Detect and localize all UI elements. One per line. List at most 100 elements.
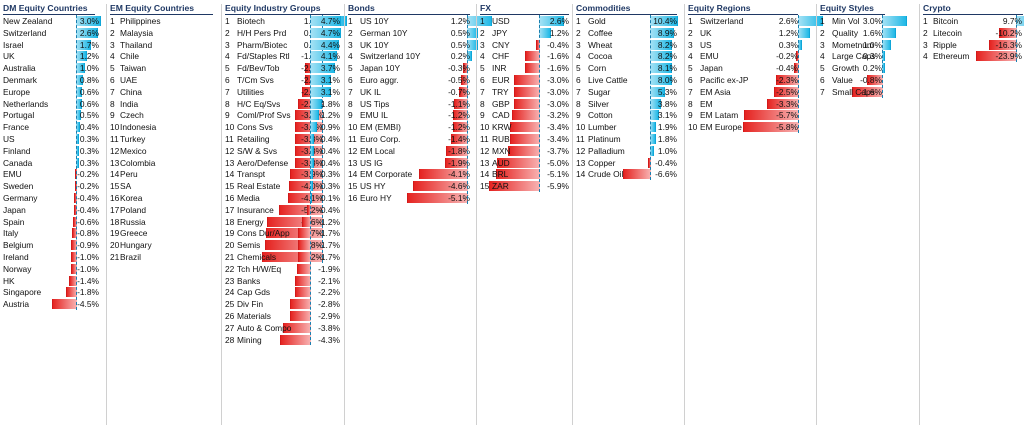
row-value: -1.4%	[77, 275, 99, 286]
row-value: 3.1%	[320, 86, 340, 97]
rank-number: 6	[480, 75, 485, 85]
row-label: Cotton	[588, 110, 613, 121]
value-bar	[407, 193, 468, 203]
value-bar	[71, 228, 77, 239]
data-row: 15 Real Estate 0.3%	[225, 180, 340, 192]
data-row: Denmark 0.8%	[3, 74, 99, 86]
row-value: -5.2%	[301, 204, 323, 215]
row-value: 4.7%	[320, 16, 340, 26]
panel-title: Equity Industry Groups	[225, 3, 321, 13]
rank-number: 10	[688, 122, 698, 133]
row-label: Auto & Compo	[237, 322, 292, 333]
data-row: Europe 0.6%	[3, 86, 99, 98]
row-label: Spain	[3, 216, 25, 227]
value-bar	[489, 181, 540, 192]
value-bar	[76, 27, 98, 38]
value-bar	[650, 86, 665, 97]
row-label: Fd/Bev/Tob	[237, 63, 280, 74]
rank-number: 3	[923, 39, 928, 50]
value-bar	[76, 98, 82, 109]
rank-number: 12	[110, 145, 120, 156]
rank-number: 15	[110, 181, 120, 192]
value-bar	[295, 275, 311, 286]
rank-number: 3	[225, 39, 230, 50]
rank-number: 8	[480, 98, 485, 109]
data-row: 4 Fd/Staples Rtl 4.1%	[225, 50, 340, 62]
row-value: 8.2%	[657, 39, 677, 50]
value-bar	[278, 204, 323, 215]
panel-title: DM Equity Countries	[3, 3, 88, 13]
data-row: HK -1.4%	[3, 275, 99, 287]
row-label: Palladium	[588, 145, 625, 156]
value-bar	[76, 134, 80, 144]
value-bar	[310, 145, 314, 156]
data-row: 25 Div Fin -2.8%	[225, 298, 340, 310]
value-bar	[513, 86, 540, 97]
data-row: US 0.3%	[3, 133, 99, 145]
row-label: Switzerland 10Y	[360, 51, 421, 62]
data-row: 2 Quality 1.6%	[820, 27, 896, 39]
value-bar	[650, 27, 675, 38]
row-label: Aero/Defense	[237, 157, 289, 168]
value-bar	[539, 27, 552, 38]
value-bar	[454, 98, 468, 109]
panel-header-rule	[923, 14, 1023, 15]
row-label: Fd/Staples Rtl	[237, 51, 290, 62]
value-bar	[265, 240, 323, 251]
data-row: 4 CHF -1.6%	[480, 50, 569, 62]
row-value: -3.3%	[776, 98, 798, 109]
row-label: EMU IL	[360, 110, 388, 121]
rank-number: 12	[348, 145, 358, 156]
rank-number: 1	[480, 16, 485, 26]
row-value: -1.8%	[77, 287, 99, 298]
rank-number: 2	[923, 27, 928, 38]
data-row: 8 GBP -3.0%	[480, 98, 569, 110]
rank-number: 9	[480, 110, 485, 121]
value-bar	[298, 252, 311, 262]
row-label: Coffee	[588, 27, 613, 38]
data-row: 5 Corn 8.1%	[576, 62, 677, 74]
value-bar	[798, 27, 811, 38]
value-bar	[650, 110, 660, 121]
row-value: -1.7%	[318, 252, 340, 262]
value-bar	[310, 86, 331, 97]
row-value: -0.9%	[77, 240, 99, 251]
rank-number: 16	[348, 193, 358, 203]
value-bar	[290, 299, 311, 310]
row-value: 1.8%	[320, 98, 340, 109]
value-bar	[650, 145, 654, 156]
data-row: 22 Tch H/W/Eq -1.9%	[225, 263, 340, 275]
rank-number: 8	[576, 98, 581, 109]
data-row: 19 Cons Dur/App -1.7%	[225, 227, 340, 239]
data-row: Netherlands 0.6%	[3, 98, 99, 110]
data-row: UK 1.2%	[3, 50, 99, 62]
data-row: 2 JPY 1.2%	[480, 27, 569, 39]
rank-number: 19	[110, 228, 120, 239]
row-value: 3.0%	[862, 16, 882, 26]
value-bar	[882, 39, 891, 50]
value-bar	[525, 63, 540, 74]
column-separator	[572, 4, 573, 425]
row-value: 1.2%	[778, 27, 798, 38]
zero-axis-line	[467, 15, 468, 204]
row-label: Ethereum	[933, 51, 970, 62]
row-value: 5.3%	[657, 86, 677, 97]
row-label: Greece	[120, 228, 148, 239]
row-label: India	[120, 98, 139, 109]
row-value: -0.8%	[77, 228, 99, 239]
row-label: Silver	[588, 98, 609, 109]
value-bar	[650, 16, 678, 26]
panel-header-rule	[820, 14, 885, 15]
row-label: Canada	[3, 157, 33, 168]
row-value: -0.4%	[318, 204, 340, 215]
panel-equity-industry-groups: Equity Industry Groups 1 Biotech 4.7% 2 H/H P…	[225, 0, 341, 425]
row-value: 8.1%	[657, 63, 677, 74]
row-label: Switzerland	[3, 27, 47, 38]
rank-number: 18	[110, 216, 120, 227]
value-bar	[882, 51, 886, 62]
row-label: Utilities	[237, 86, 264, 97]
row-value: -2.1%	[318, 275, 340, 286]
rank-number: 28	[225, 334, 235, 345]
row-label: Min Vol	[832, 16, 860, 26]
